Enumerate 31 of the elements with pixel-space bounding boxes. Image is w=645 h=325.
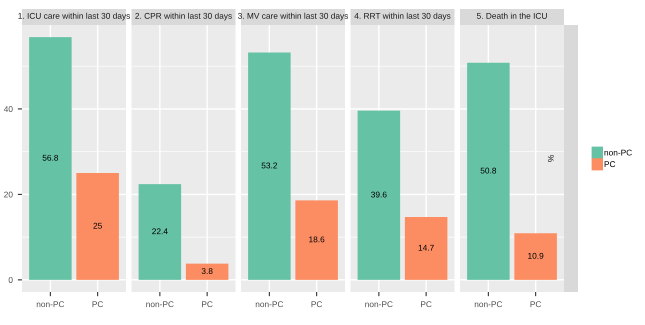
data-label: 3.8 bbox=[202, 268, 213, 274]
y-tick-label: 20 bbox=[4, 192, 13, 198]
data-label: 50.8 bbox=[480, 168, 496, 174]
data-label: 22.4 bbox=[152, 228, 168, 234]
data-label: 18.6 bbox=[309, 236, 324, 242]
legend-label: non-PC bbox=[604, 150, 632, 156]
data-label: 39.6 bbox=[371, 192, 387, 198]
chart-title: 4. RRT within last 30 days bbox=[354, 12, 450, 20]
data-label: 53.2 bbox=[262, 162, 278, 168]
x-tick-label: non-PC bbox=[256, 301, 284, 308]
x-tick-label: PC bbox=[92, 301, 104, 308]
x-tick-label: non-PC bbox=[146, 301, 174, 308]
legend-label: PC bbox=[604, 161, 616, 168]
x-tick-label: non-PC bbox=[36, 301, 64, 308]
data-label: 56.8 bbox=[42, 154, 58, 161]
chart-title: 5. Death in the ICU bbox=[476, 12, 547, 19]
x-tick-label: PC bbox=[312, 301, 322, 308]
x-tick-label: non-PC bbox=[365, 301, 393, 308]
x-tick-label: non-PC bbox=[474, 301, 502, 308]
data-label: 25 bbox=[93, 222, 102, 229]
data-label: 14.7 bbox=[418, 244, 434, 251]
y-tick-label: 0 bbox=[8, 277, 13, 283]
y-axis-title: % bbox=[548, 155, 554, 162]
x-tick-label: PC bbox=[421, 301, 432, 308]
chart-title: 3. MV care within last 30 days bbox=[238, 12, 348, 20]
x-tick-label: PC bbox=[530, 301, 542, 308]
y-tick-label: 40 bbox=[4, 106, 13, 112]
data-label: 10.9 bbox=[528, 252, 544, 259]
chart-title: 2. CPR within last 30 days bbox=[135, 12, 232, 20]
x-tick-label: PC bbox=[202, 301, 213, 308]
chart-title: 1. ICU care within last 30 days bbox=[18, 12, 130, 20]
